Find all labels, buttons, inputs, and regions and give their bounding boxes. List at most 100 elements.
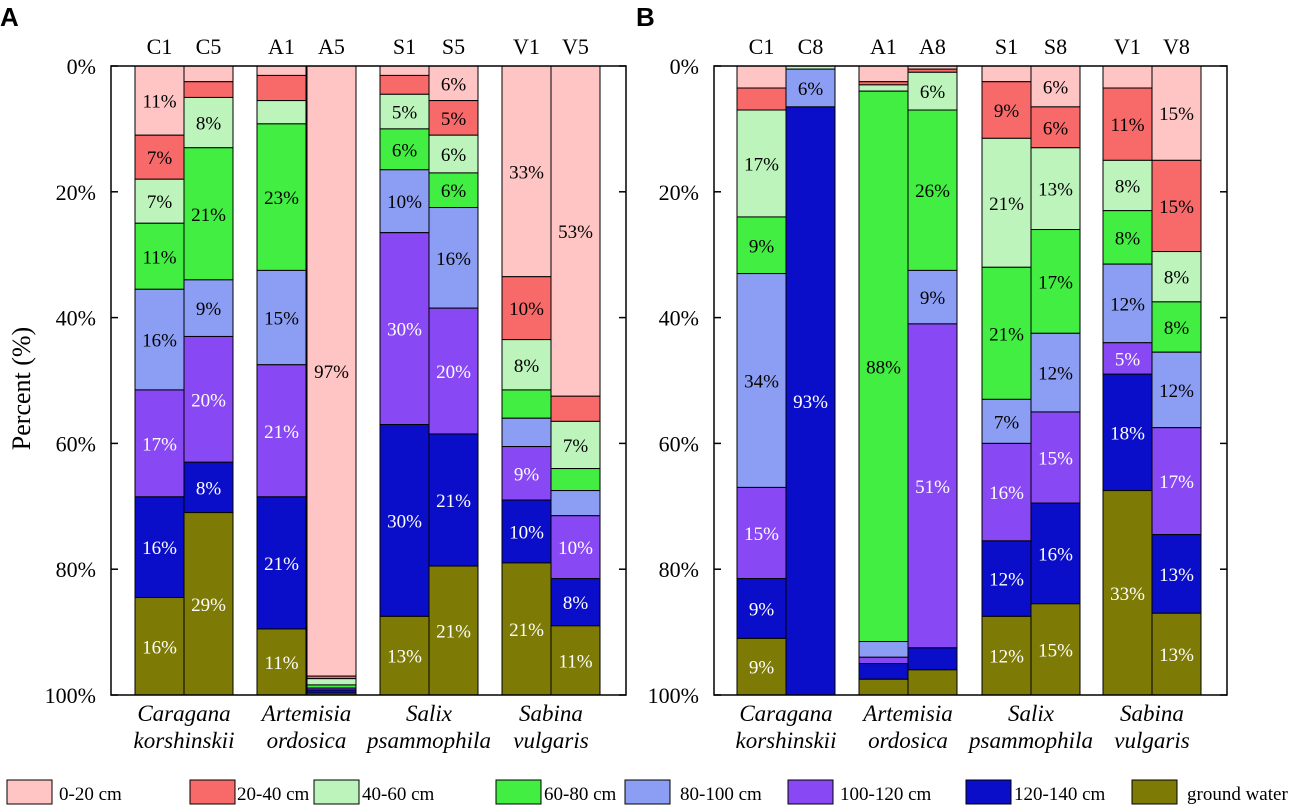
segment-label: 21% <box>436 491 471 512</box>
bar-segment <box>428 433 479 567</box>
bar-a8: 6% 26% 9% 51% <box>907 65 958 696</box>
legend-label: 40-60 cm <box>362 784 435 805</box>
bar-segment <box>907 647 958 671</box>
species-label-line1: Caragana <box>739 701 832 726</box>
legend-label: 120-140 cm <box>1014 784 1106 805</box>
bar-segment <box>736 109 787 218</box>
legend-item: 0-20 cm <box>6 779 122 805</box>
bar-segment <box>1030 332 1081 413</box>
segment-label: 6% <box>1043 118 1069 139</box>
bar-segment <box>1102 65 1153 89</box>
bar-segment <box>1151 301 1202 353</box>
bar-name: V1 <box>513 34 540 59</box>
y-tick-label: 80% <box>56 557 96 582</box>
bar-segment <box>379 615 430 696</box>
species-label-line2: vulgaris <box>513 728 588 753</box>
species-label-line2: psammophila <box>365 728 491 753</box>
y-tick-label: 20% <box>56 180 96 205</box>
segment-label: 17% <box>744 154 779 175</box>
bar-c1: 11% 7% 7% 11% 16% 17% 16% 16% <box>134 65 185 696</box>
bar-segment <box>256 364 307 498</box>
bar-segment <box>981 442 1032 542</box>
bar-segment <box>858 663 909 680</box>
segment-label: 7% <box>147 148 173 169</box>
bar-segment <box>550 578 601 627</box>
segment-label: 30% <box>387 320 422 341</box>
segment-label: 6% <box>441 145 467 166</box>
legend-item: 20-40 cm <box>189 779 310 805</box>
segment-label: 17% <box>142 434 177 455</box>
bar-segment <box>501 562 552 696</box>
bar-c5: 8% 21% 9% 20% 8% 29% <box>183 65 234 696</box>
bar-name: C8 <box>798 34 824 59</box>
bar-segment <box>1102 373 1153 492</box>
bar-segment <box>1102 87 1153 161</box>
segment-label: 12% <box>989 570 1024 591</box>
bar-segment <box>256 269 307 366</box>
bar-segment <box>858 65 909 83</box>
bar-segment <box>183 65 234 83</box>
bar-name: S1 <box>995 34 1018 59</box>
bar-name: C1 <box>147 34 173 59</box>
bar-segment <box>501 276 552 341</box>
y-tick-label: 60% <box>56 431 96 456</box>
segment-label: 7% <box>563 436 589 457</box>
legend-swatch <box>189 779 236 805</box>
bar-a1: 88% <box>858 65 909 696</box>
species-label-line2: psammophila <box>967 728 1093 753</box>
bar-segment <box>1151 351 1202 429</box>
bar-segment <box>134 134 185 180</box>
bar-segment <box>736 486 787 580</box>
bar-segment <box>736 65 787 89</box>
bar-segment <box>501 389 552 419</box>
segment-label: 12% <box>1159 381 1194 402</box>
segment-label: 21% <box>264 422 299 443</box>
segment-label: 21% <box>436 622 471 643</box>
bar-segment <box>550 625 601 696</box>
segment-label: 16% <box>436 249 471 270</box>
bar-segment <box>785 68 836 108</box>
bar-segment <box>858 678 909 696</box>
legend-item: 120-140 cm <box>965 779 1106 805</box>
segment-label: 93% <box>793 392 828 413</box>
bar-segment <box>256 100 307 125</box>
bar-name: V5 <box>562 34 589 59</box>
bar-name: S5 <box>442 34 465 59</box>
segment-label: 11% <box>264 653 298 674</box>
bar-segment <box>1151 65 1202 161</box>
bar-segment <box>501 446 552 501</box>
segment-label: 8% <box>1164 268 1190 289</box>
segment-label: 5% <box>1115 349 1141 370</box>
segment-label: 10% <box>558 538 593 559</box>
segment-label: 12% <box>989 647 1024 668</box>
bar-segment <box>1030 502 1081 605</box>
bar-segment <box>379 424 430 617</box>
bar-segment <box>134 389 185 498</box>
species-label-line1: Sabina <box>519 701 583 726</box>
legend-swatch <box>624 779 671 805</box>
bar-v8: 15% 15% 8% 8% 12% 17% 13% 13% <box>1151 65 1202 696</box>
segment-label: 15% <box>744 524 779 545</box>
legend-item: 60-80 cm <box>495 779 617 805</box>
legend-label: 80-100 cm <box>680 784 762 805</box>
bar-segment <box>736 578 787 639</box>
bar-segment <box>907 669 958 696</box>
segment-label: 9% <box>994 101 1020 122</box>
bar-segment <box>428 100 479 136</box>
bar-segment <box>550 515 601 580</box>
bar-segment <box>907 71 958 111</box>
legend-swatch <box>965 779 1012 805</box>
segment-label: 11% <box>142 247 176 268</box>
segment-label: 11% <box>558 651 592 672</box>
segment-label: 33% <box>509 162 544 183</box>
bar-segment <box>501 65 552 278</box>
species-label-line2: vulgaris <box>1114 728 1189 753</box>
bar-segment <box>428 307 479 435</box>
bar-segment <box>1151 612 1202 696</box>
bar-segment <box>981 65 1032 83</box>
bar-segment <box>550 490 601 517</box>
legend-item: 100-120 cm <box>787 779 932 805</box>
bar-segment <box>1151 534 1202 614</box>
bar-c1: 17% 9% 34% 15% 9% 9% <box>736 65 787 696</box>
segment-label: 21% <box>989 194 1024 215</box>
